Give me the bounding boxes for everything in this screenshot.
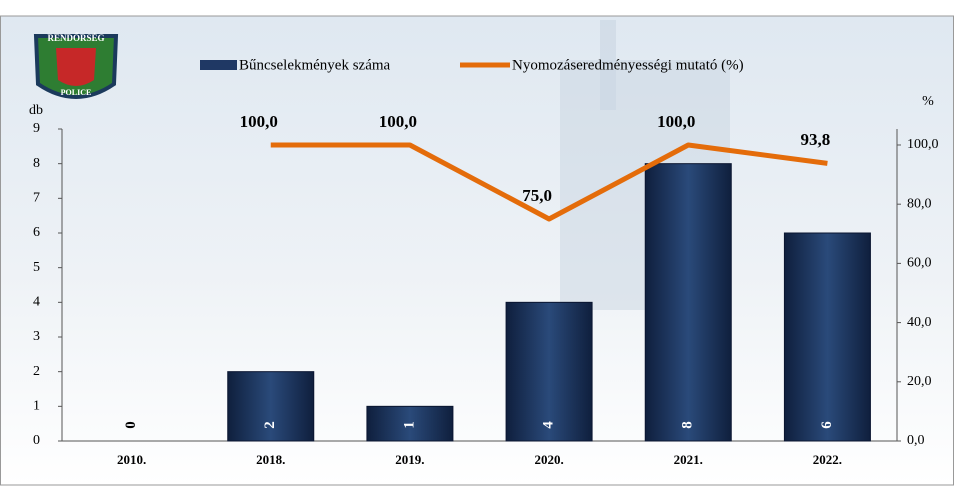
legend-label: Nyomozáseredményességi mutató (%) xyxy=(512,57,744,73)
x-tick-label: 2022. xyxy=(813,452,842,467)
badge-bottom: POLICE xyxy=(61,88,92,97)
x-tick-label: 2019. xyxy=(395,452,424,467)
legend-swatch xyxy=(200,60,237,70)
y-tick-label: 5 xyxy=(33,260,40,275)
line-value-label: 100,0 xyxy=(657,112,695,131)
bar-value-label: 2 xyxy=(262,421,278,429)
line xyxy=(270,142,828,222)
bar xyxy=(227,371,315,442)
y-tick-label: 7 xyxy=(33,191,40,206)
y2-tick-label: 20,0 xyxy=(907,374,932,389)
y-axis-label: db xyxy=(29,103,43,118)
x-tick-label: 2010. xyxy=(117,452,146,467)
y-tick-label: 2 xyxy=(33,364,40,379)
y-tick-label: 1 xyxy=(33,399,40,414)
y-tick-label: 0 xyxy=(33,433,40,448)
x-tick-label: 2020. xyxy=(534,452,563,467)
line-value-label: 100,0 xyxy=(379,112,417,131)
bar-value-label: 8 xyxy=(680,421,696,429)
bar xyxy=(505,301,593,442)
y-tick-label: 4 xyxy=(33,295,40,310)
y2-tick-label: 60,0 xyxy=(907,256,932,271)
y-tick-label: 6 xyxy=(33,225,40,240)
police-badge: RENDŐRSÉG POLICE xyxy=(33,33,119,99)
y-tick-label: 8 xyxy=(33,156,40,171)
line-value-label: 75,0 xyxy=(522,186,552,205)
line-value-label: 93,8 xyxy=(801,130,831,149)
y2-tick-label: 40,0 xyxy=(907,315,932,330)
x-tick-label: 2018. xyxy=(256,452,285,467)
y-tick-label: 9 xyxy=(33,121,40,136)
bar xyxy=(783,232,871,442)
line-value-label: 100,0 xyxy=(240,112,278,131)
bar xyxy=(366,405,454,442)
bar xyxy=(644,163,732,442)
y2-axis-label: % xyxy=(922,94,934,109)
y-tick-label: 3 xyxy=(33,329,40,344)
y2-tick-label: 100,0 xyxy=(907,137,939,152)
bar-value-label: 0 xyxy=(123,421,139,429)
bar-value-label: 4 xyxy=(541,421,557,429)
badge-top: RENDŐRSÉG xyxy=(47,33,104,43)
y2-tick-label: 80,0 xyxy=(907,196,932,211)
x-tick-label: 2021. xyxy=(674,452,703,467)
legend-label: Bűncselekmények száma xyxy=(239,57,391,73)
bar-value-label: 1 xyxy=(401,421,417,429)
bar-value-label: 6 xyxy=(819,421,835,429)
background-tower xyxy=(600,20,616,110)
y2-tick-label: 0,0 xyxy=(907,433,925,448)
